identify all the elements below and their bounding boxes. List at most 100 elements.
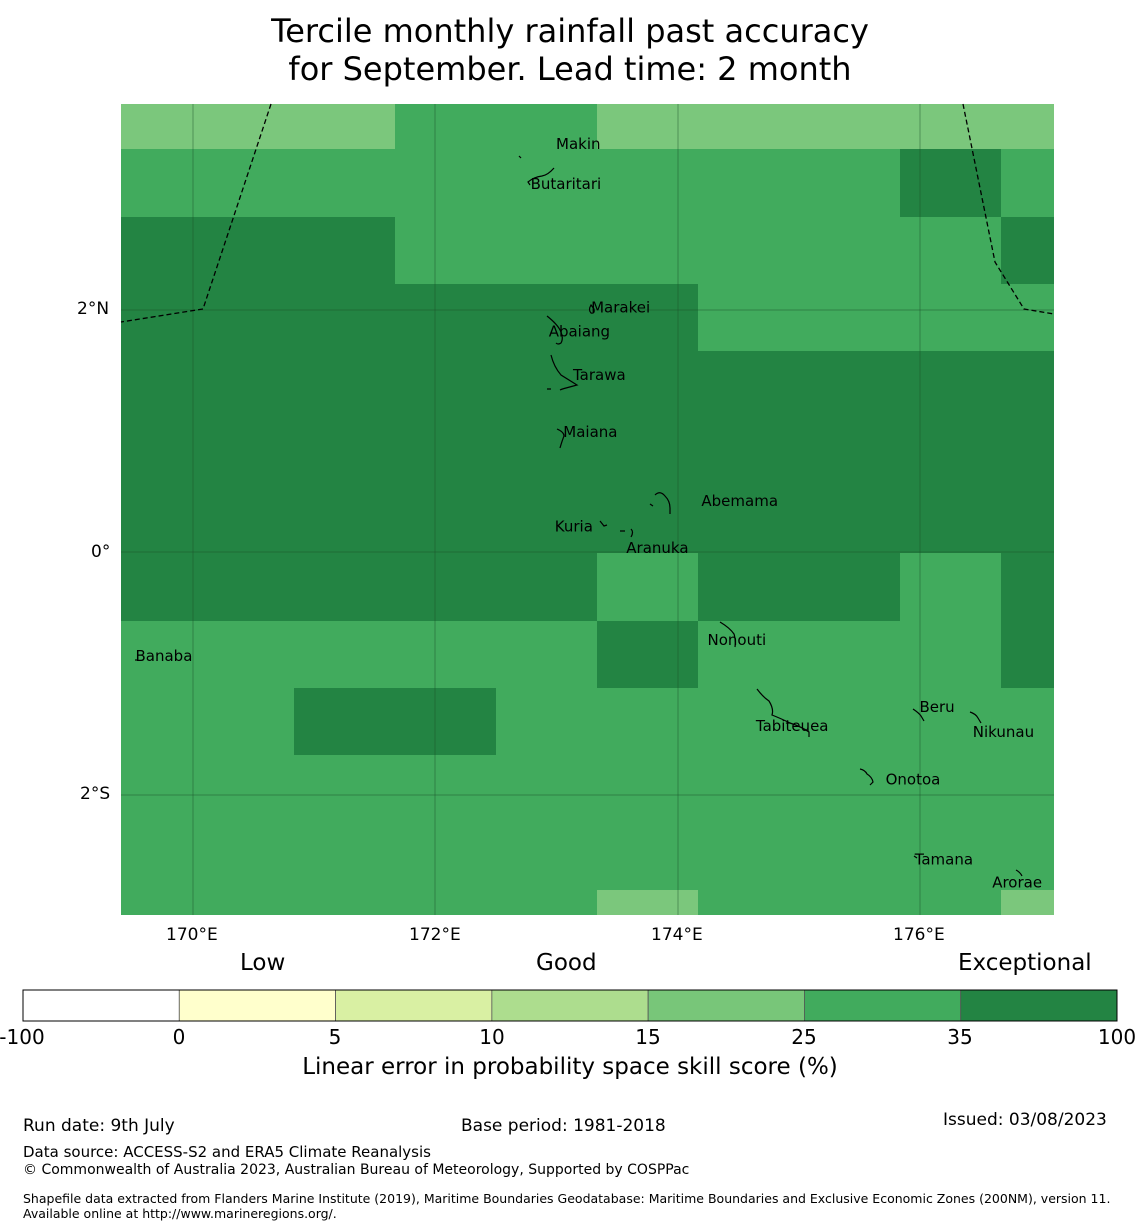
colorbar-bin — [335, 989, 493, 1022]
makin-outline — [518, 155, 522, 159]
shapefile-credit: Shapefile data extracted from Flanders M… — [23, 1191, 1111, 1221]
colorbar-tick-label: 5 — [328, 1025, 342, 1049]
colorbar — [22, 989, 1118, 1022]
kuria-outline — [599, 520, 634, 538]
grid-cell — [121, 284, 698, 351]
grid-cell — [698, 621, 1001, 688]
colorbar-tick-label: 25 — [791, 1025, 817, 1049]
colorbar-tick-label: 100 — [1097, 1025, 1137, 1049]
place-label-banaba: Banaba — [136, 647, 193, 665]
map-title-line-2: for September. Lead time: 2 month — [288, 50, 852, 88]
place-label-butaritari: Butaritari — [531, 175, 602, 193]
place-label-tarawa: Tarawa — [572, 366, 626, 384]
place-label-kuria: Kuria — [555, 517, 593, 535]
island-outlines — [135, 155, 1023, 877]
place-label-makin: Makin — [556, 135, 601, 153]
map-title-line-1: Tercile monthly rainfall past accuracy — [271, 12, 869, 50]
beru-outline — [912, 708, 925, 722]
grid-cell — [1001, 149, 1054, 217]
grid-cell — [121, 688, 294, 755]
grid-cell — [900, 553, 1001, 621]
tarawa-outline — [547, 354, 579, 391]
nonouti-outline — [719, 621, 736, 648]
grid-cell — [900, 149, 1001, 217]
data-source: Data source: ACCESS-S2 and ERA5 Climate … — [23, 1143, 431, 1161]
colorbar-tick-label: 15 — [635, 1025, 661, 1049]
onotoa-outline — [859, 768, 874, 786]
colorbar-bin — [960, 989, 1118, 1022]
abemama-outline — [649, 492, 671, 514]
tabiteuea-outline — [756, 688, 810, 737]
place-label-beru: Beru — [920, 698, 955, 716]
colorbar-tick-label: 0 — [172, 1025, 186, 1049]
x-tick-label-172: 172°E — [409, 925, 461, 945]
grid-cell — [597, 621, 698, 688]
grid-cell — [121, 217, 395, 284]
butaritari-outline — [527, 167, 555, 186]
grid-cell — [395, 104, 597, 149]
place-labels: Makin Butaritari Marakei Abaiang Tarawa Maian… — [136, 135, 1043, 891]
grid-cell — [597, 104, 1054, 149]
y-tick-label-2n: 2°N — [77, 299, 110, 319]
grid-cell — [698, 284, 1054, 351]
maiana-outline — [556, 428, 565, 449]
colorbar-label: Linear error in probability space skill … — [302, 1054, 838, 1080]
place-label-tabiteuea: Tabiteuea — [755, 717, 829, 735]
colorbar-tick-label: 10 — [479, 1025, 505, 1049]
colorbar-bin — [178, 989, 336, 1022]
grid-cell — [1001, 553, 1054, 621]
grid-cell — [121, 890, 597, 915]
tamana-outline — [913, 855, 918, 859]
colorbar-frame — [22, 989, 1118, 1022]
nikunau-outline — [969, 711, 982, 724]
place-label-aranuka: Aranuka — [626, 539, 688, 557]
place-label-marakei: Marakei — [591, 298, 650, 316]
skill-grid — [121, 104, 1054, 915]
y-tick-label-2s: 2°S — [80, 784, 111, 804]
place-label-nikunau: Nikunau — [973, 723, 1034, 741]
marakei-outline — [588, 303, 595, 314]
grid-cell — [294, 688, 496, 755]
copyright: © Commonwealth of Australia 2023, Austra… — [23, 1162, 690, 1178]
colorbar-bin — [491, 989, 649, 1022]
arorae-outline — [1015, 869, 1023, 877]
eez-boundary-east — [962, 103, 1055, 315]
issued-date: Issued: 03/08/2023 — [943, 1110, 1107, 1130]
grid-cell — [121, 755, 1054, 890]
place-label-maiana: Maiana — [563, 423, 617, 441]
grid-cell — [1001, 621, 1054, 688]
colorbar-tick-label: -100 — [0, 1025, 45, 1049]
place-label-onotoa: Onotoa — [886, 770, 941, 788]
eez-boundaries — [120, 103, 1055, 323]
grid-cell — [121, 149, 900, 217]
colorbar-bin — [647, 989, 805, 1022]
grid-cell — [496, 688, 1054, 755]
place-label-abaiang: Abaiang — [549, 323, 610, 341]
grid-cell — [121, 351, 1054, 553]
grid-cell — [1001, 890, 1054, 915]
base-period: Base period: 1981-2018 — [461, 1116, 666, 1136]
category-good: Good — [536, 950, 597, 976]
place-label-tamana: Tamana — [914, 850, 973, 868]
y-tick-label-0: 0° — [91, 542, 111, 562]
x-tick-label-170: 170°E — [166, 925, 218, 945]
run-date: Run date: 9th July — [23, 1116, 175, 1136]
category-low: Low — [240, 950, 286, 976]
grid-cell — [597, 553, 698, 621]
colorbar-bin — [22, 989, 180, 1022]
place-label-arorae: Arorae — [992, 873, 1042, 891]
place-label-nonouti: Nonouti — [708, 631, 767, 649]
grid-cell — [121, 104, 395, 149]
grid-cell — [1001, 217, 1054, 284]
category-exceptional: Exceptional — [958, 950, 1092, 976]
place-label-abemama: Abemama — [701, 492, 778, 510]
grid-cell — [121, 553, 597, 621]
grid-cell — [698, 890, 1001, 915]
graticule — [121, 104, 1054, 915]
x-tick-label-174: 174°E — [651, 925, 703, 945]
colorbar-bin — [804, 989, 962, 1022]
abaiang-outline — [546, 315, 563, 345]
grid-cell — [121, 621, 597, 688]
grid-cell — [395, 217, 1001, 284]
